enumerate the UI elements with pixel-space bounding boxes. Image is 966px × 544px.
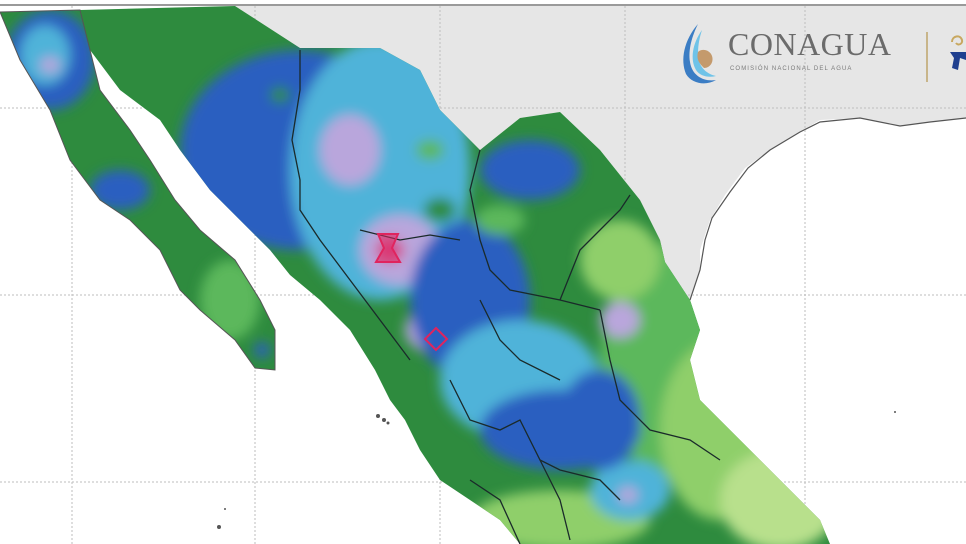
diamond-marker-icon <box>423 326 449 352</box>
usa-land <box>80 6 966 300</box>
state-borders <box>291 50 721 544</box>
hourglass-marker-icon <box>374 233 402 263</box>
top-border <box>0 4 966 6</box>
logo-divider <box>926 32 928 82</box>
logo-title: CONAGUA <box>728 26 892 62</box>
gulf-coastline <box>689 117 966 301</box>
islands <box>217 411 896 529</box>
logo-subtitle: COMISIÓN NACIONAL DEL AGUA <box>730 66 853 72</box>
conagua-logo: CONAGUA COMISIÓN NACIONAL DEL AGUA <box>676 22 966 88</box>
baja-coastline <box>0 9 276 371</box>
conagua-water-emblem-icon <box>683 24 716 84</box>
government-emblem-icon <box>950 35 966 70</box>
